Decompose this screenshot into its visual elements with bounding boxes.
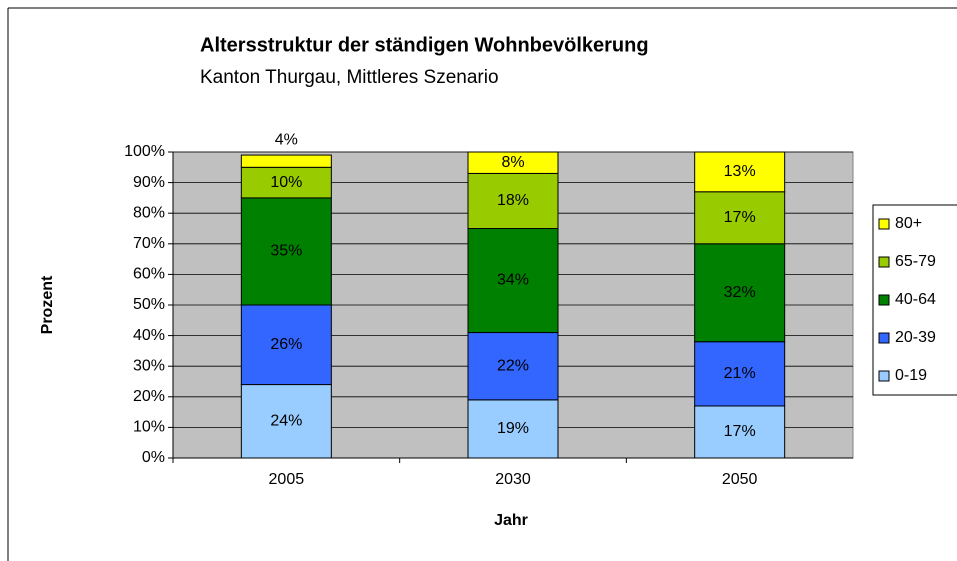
- bar-segment: [467, 172, 559, 229]
- chart-subtitle: Kanton Thurgau, Mittleres Szenario: [200, 67, 499, 88]
- bar-segment: [467, 332, 559, 401]
- data-label: 35%: [270, 243, 302, 260]
- data-label: 18%: [497, 192, 529, 209]
- bar-segment: [240, 166, 332, 199]
- data-label: 22%: [497, 357, 529, 374]
- legend-swatch: [878, 332, 890, 344]
- legend-swatch: [878, 218, 890, 230]
- data-label: 8%: [501, 154, 524, 171]
- chart-title: Altersstruktur der ständigen Wohnbevölke…: [200, 34, 649, 56]
- y-axis-label: Prozent: [39, 275, 56, 334]
- bar-segment: [240, 304, 332, 386]
- legend-swatch: [878, 294, 890, 306]
- data-label: 10%: [270, 174, 302, 191]
- data-label: 13%: [724, 163, 756, 180]
- legend-label: 40-64: [895, 291, 936, 308]
- y-tick-label: 20%: [133, 388, 165, 405]
- legend-label: 80+: [895, 215, 922, 232]
- y-tick-label: 70%: [133, 235, 165, 252]
- bar-segment: [694, 341, 786, 407]
- y-tick-label: 90%: [133, 174, 165, 191]
- legend-label: 65-79: [895, 253, 936, 270]
- data-label: 32%: [724, 284, 756, 301]
- legend-swatch: [878, 370, 890, 382]
- bar-segment: [694, 151, 786, 193]
- y-tick-label: 100%: [124, 143, 165, 160]
- bar-segment: [467, 151, 559, 174]
- y-tick-label: 50%: [133, 296, 165, 313]
- bar-segment: [694, 191, 786, 245]
- bar-segment: [694, 405, 786, 459]
- x-tick-label: 2030: [495, 471, 531, 488]
- data-label: 4%: [275, 131, 298, 148]
- legend-label: 0-19: [895, 367, 927, 384]
- bar-segment: [240, 197, 332, 306]
- bar-segment: [240, 154, 332, 168]
- data-label: 26%: [270, 336, 302, 353]
- data-label: 19%: [497, 420, 529, 437]
- y-tick-label: 30%: [133, 357, 165, 374]
- y-tick-label: 40%: [133, 327, 165, 344]
- y-tick-label: 10%: [133, 419, 165, 436]
- bar-segment: [467, 228, 559, 334]
- data-label: 24%: [270, 412, 302, 429]
- y-tick-label: 80%: [133, 204, 165, 221]
- legend-label: 20-39: [895, 329, 936, 346]
- legend-swatch: [878, 256, 890, 268]
- data-label: 17%: [724, 423, 756, 440]
- y-tick-label: 60%: [133, 266, 165, 283]
- data-label: 34%: [497, 272, 529, 289]
- data-label: 17%: [724, 209, 756, 226]
- bar-segment: [467, 399, 559, 459]
- bar-segment: [240, 384, 332, 459]
- x-axis-label: Jahr: [494, 512, 528, 529]
- data-label: 21%: [724, 365, 756, 382]
- y-tick-label: 0%: [142, 449, 165, 466]
- x-tick-label: 2050: [722, 471, 758, 488]
- x-tick-label: 2005: [269, 471, 305, 488]
